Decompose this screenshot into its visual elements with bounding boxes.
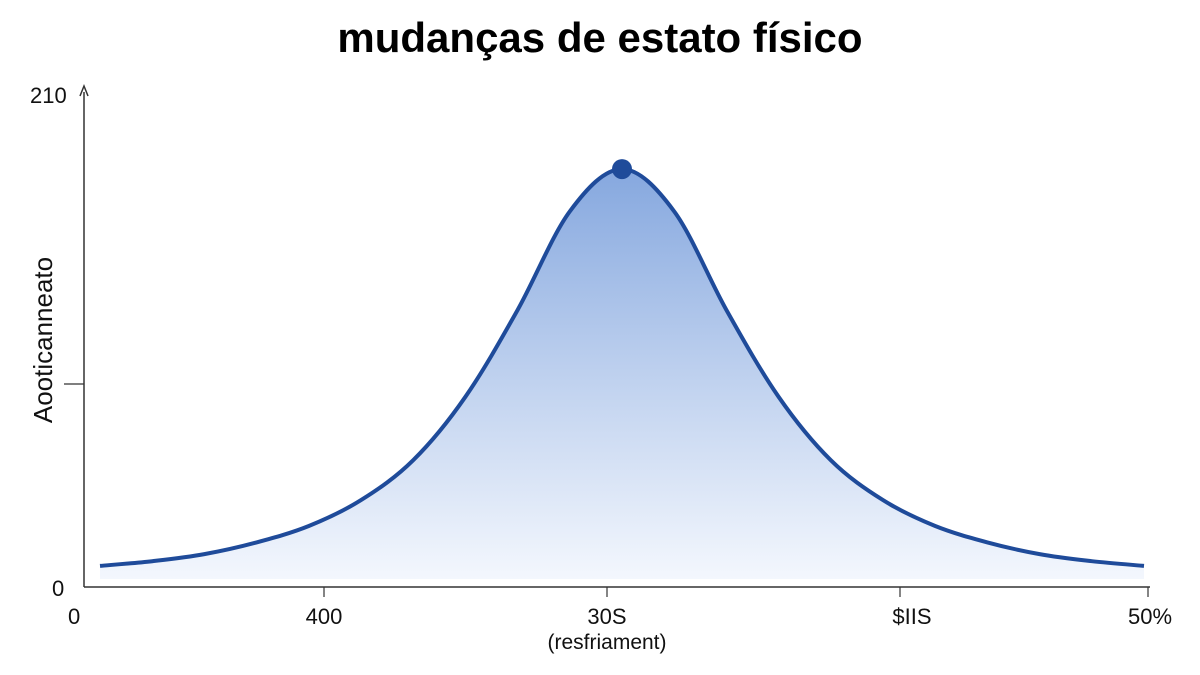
- x-tick-label-3: $IIS: [892, 604, 931, 629]
- peak-marker: [612, 159, 632, 180]
- y-axis-arrow: [79, 83, 89, 97]
- y-tick-label-zero: 0: [52, 576, 64, 601]
- x-tick-label-4: 50%: [1128, 604, 1172, 629]
- x-origin-label: 0: [68, 604, 80, 629]
- y-axis-label: Aooticanneato: [28, 257, 58, 423]
- area-fill: [100, 169, 1144, 579]
- x-tick-label-2: 30S: [587, 604, 626, 629]
- x-axis-label: (resfriament): [547, 631, 666, 654]
- x-tick-label-1: 400: [306, 604, 343, 629]
- y-tick-label-max: 210: [30, 83, 67, 108]
- chart-title: mudanças de estato físico: [337, 14, 863, 61]
